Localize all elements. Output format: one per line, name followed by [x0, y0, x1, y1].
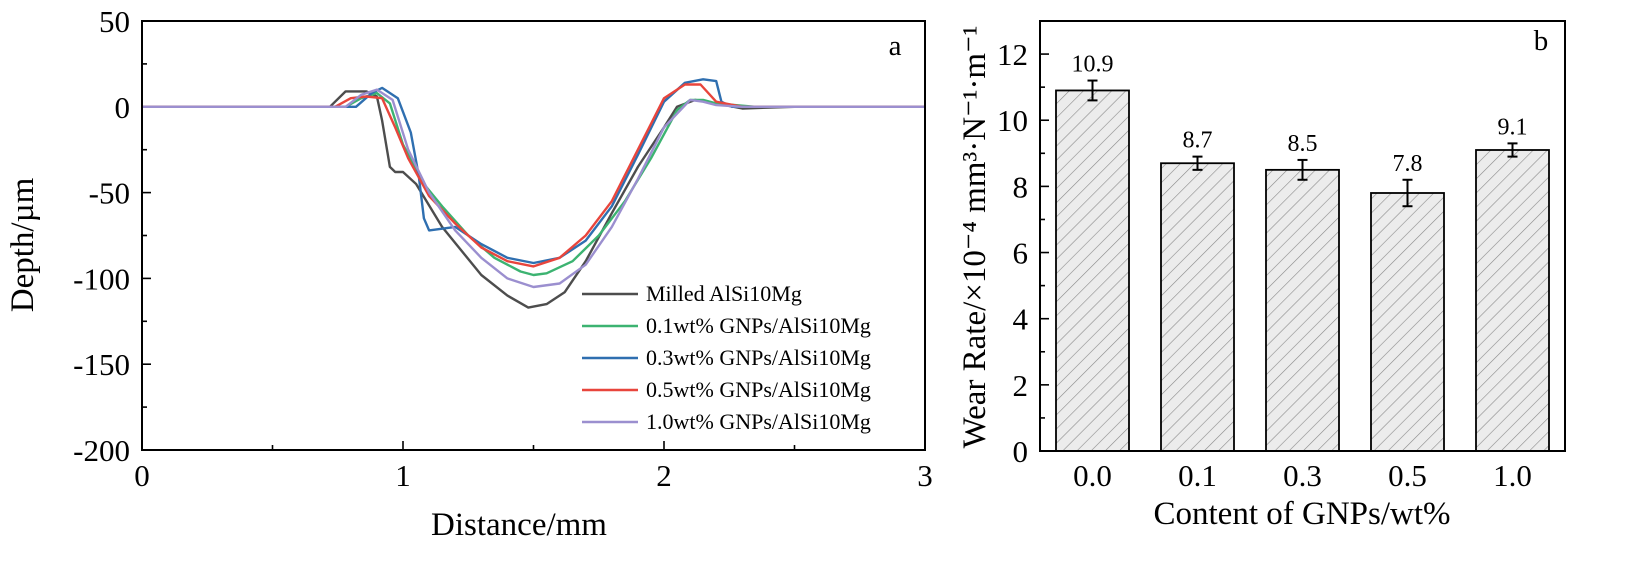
y-tick-label: 0: [1013, 434, 1029, 469]
x-tick-label: 3: [917, 458, 933, 493]
y-tick-label: 0: [115, 90, 131, 125]
bar-value-label: 7.8: [1393, 151, 1423, 177]
panel-a-y-tick-labels: -200 -150 -100 -50 0 50: [73, 4, 130, 468]
bar-value-label: 8.7: [1183, 128, 1213, 154]
x-tick-label: 0.5: [1388, 458, 1427, 493]
x-tick-label: 0.0: [1073, 458, 1112, 493]
panel-a-lines: [142, 78, 925, 309]
y-tick-label: -100: [73, 261, 130, 296]
x-tick-label: 2: [656, 458, 672, 493]
bar: [1055, 89, 1130, 452]
bar-value-label: 8.5: [1288, 131, 1318, 157]
x-tick-label: 0.1: [1178, 458, 1217, 493]
bar-value-label: 10.9: [1072, 52, 1114, 78]
panel-b: 10.9 8.7 8.5 7.8 9.1 0.0 0.1 0.3 0.5 1.0 0 2 4 6 8 10…: [957, 20, 1566, 532]
panel-a: 0 1 2 3 -200 -150 -100 -50 0 50 Distance/mm Dept…: [5, 4, 933, 543]
y-tick-label: -50: [89, 176, 130, 211]
series-line: [142, 91, 925, 277]
series-line: [142, 78, 925, 265]
bar: [1160, 162, 1235, 452]
legend-label: 0.1wt% GNPs/AlSi10Mg: [646, 313, 871, 338]
y-tick-label: 10: [997, 103, 1028, 138]
panel-b-x-tick-labels: 0.0 0.1 0.3 0.5 1.0: [1073, 458, 1532, 493]
legend-label: 0.3wt% GNPs/AlSi10Mg: [646, 345, 871, 370]
panel-b-letter: b: [1534, 25, 1549, 57]
y-tick-label: 2: [1013, 368, 1029, 403]
x-tick-label: 1.0: [1493, 458, 1532, 493]
panel-a-legend: Milled AlSi10Mg 0.1wt% GNPs/AlSi10Mg 0.3wt…: [582, 281, 871, 434]
y-tick-label: 50: [99, 4, 130, 39]
y-tick-label: 12: [997, 37, 1028, 72]
legend-label: 0.5wt% GNPs/AlSi10Mg: [646, 377, 871, 402]
y-tick-label: 8: [1013, 169, 1029, 204]
panel-a-x-axis-title: Distance/mm: [431, 507, 607, 543]
panel-b-y-tick-labels: 0 2 4 6 8 10 12: [997, 37, 1029, 469]
panel-a-x-tick-labels: 0 1 2 3: [134, 458, 933, 493]
x-tick-label: 1: [395, 458, 411, 493]
legend-label: 1.0wt% GNPs/AlSi10Mg: [646, 409, 871, 434]
panel-a-frame: [141, 20, 926, 451]
panel-b-y-axis-title: Wear Rate/×10⁻⁴ mm³·N⁻¹·m⁻¹: [957, 26, 993, 449]
series-line: [142, 88, 925, 289]
y-tick-label: 6: [1013, 236, 1029, 271]
y-tick-label: -200: [73, 433, 130, 468]
bar: [1475, 149, 1550, 452]
panel-a-y-axis-title: Depth/µm: [5, 177, 41, 312]
panel-b-bars: 10.9 8.7 8.5 7.8 9.1: [1055, 52, 1550, 452]
y-tick-label: 4: [1013, 302, 1029, 337]
panel-b-frame: [1039, 20, 1566, 452]
legend-label: Milled AlSi10Mg: [646, 281, 802, 306]
bar-value-label: 9.1: [1498, 114, 1528, 140]
x-tick-label: 0.3: [1283, 458, 1322, 493]
x-tick-label: 0: [134, 458, 150, 493]
bar: [1370, 192, 1445, 452]
panel-a-letter: a: [889, 30, 902, 62]
y-tick-label: -150: [73, 347, 130, 382]
panel-b-x-axis-title: Content of GNPs/wt%: [1154, 496, 1451, 532]
bar: [1265, 168, 1340, 452]
series-line: [142, 83, 925, 268]
